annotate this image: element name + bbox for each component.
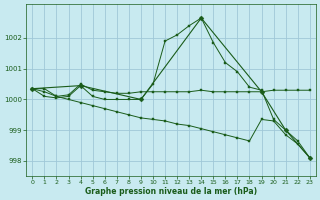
- X-axis label: Graphe pression niveau de la mer (hPa): Graphe pression niveau de la mer (hPa): [85, 187, 257, 196]
